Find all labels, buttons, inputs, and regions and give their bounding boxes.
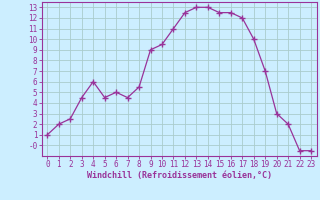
X-axis label: Windchill (Refroidissement éolien,°C): Windchill (Refroidissement éolien,°C) xyxy=(87,171,272,180)
